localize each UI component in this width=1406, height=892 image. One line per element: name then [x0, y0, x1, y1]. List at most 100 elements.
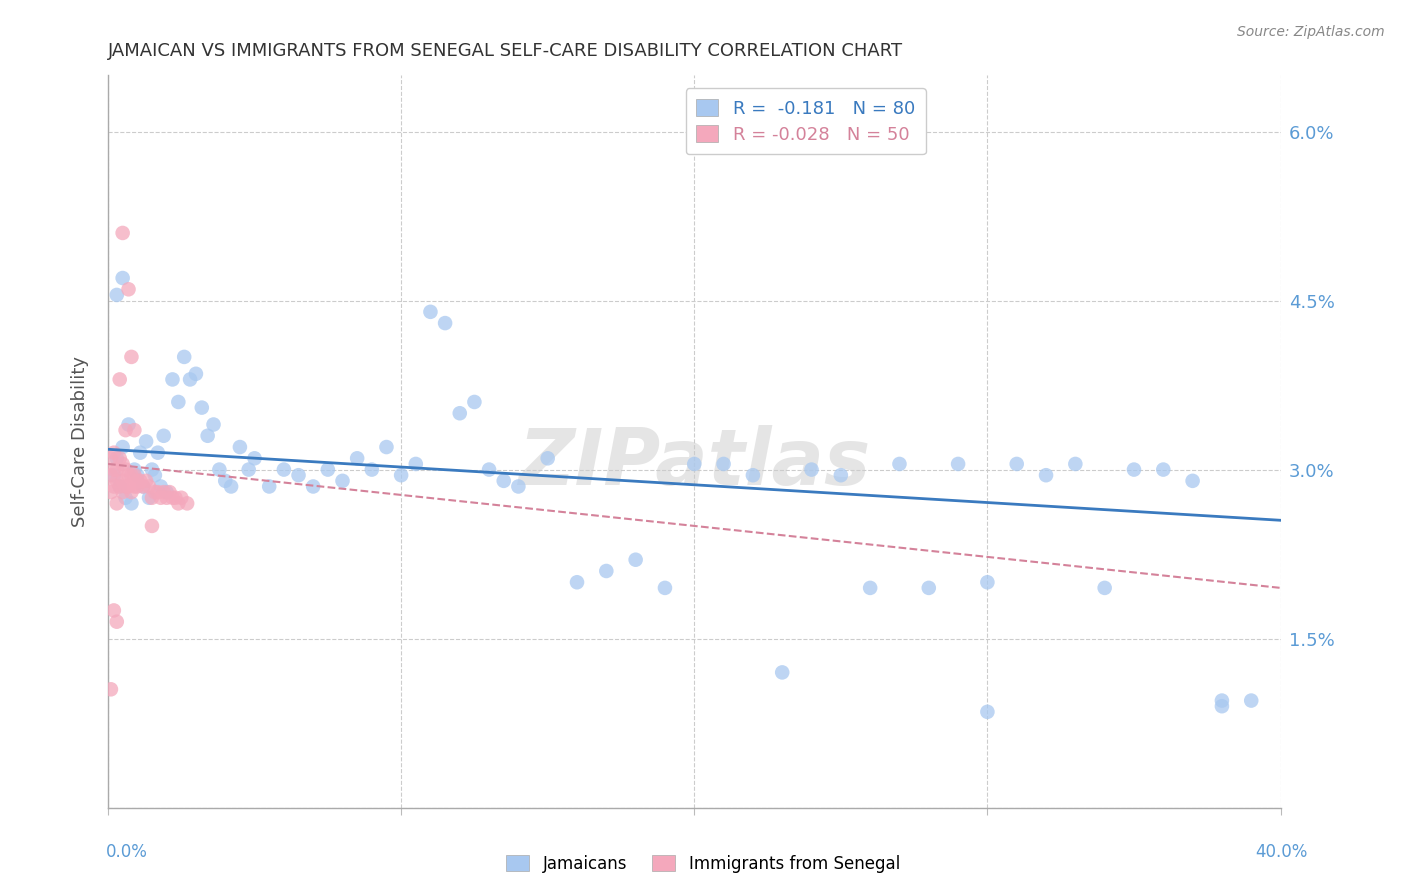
Point: [741, 468, 763, 483]
Point: [214, 474, 236, 488]
Point: [419, 305, 441, 319]
Point: [127, 479, 149, 493]
Point: [273, 462, 295, 476]
Point: [117, 468, 139, 483]
Point: [141, 462, 163, 476]
Point: [302, 479, 325, 493]
Point: [165, 491, 187, 505]
Point: [111, 226, 134, 240]
Point: [770, 665, 793, 680]
Point: [129, 445, 152, 459]
Point: [229, 440, 252, 454]
Point: [463, 395, 485, 409]
Point: [135, 474, 157, 488]
Point: [103, 479, 125, 493]
Point: [105, 451, 128, 466]
Point: [114, 479, 136, 493]
Point: [117, 282, 139, 296]
Point: [162, 372, 184, 386]
Point: [103, 468, 125, 483]
Point: [946, 457, 969, 471]
Point: [859, 581, 882, 595]
Point: [1064, 457, 1087, 471]
Point: [120, 350, 142, 364]
Point: [191, 401, 214, 415]
Point: [127, 474, 149, 488]
Point: [105, 615, 128, 629]
Point: [360, 462, 382, 476]
Point: [120, 496, 142, 510]
Point: [105, 496, 128, 510]
Point: [129, 474, 152, 488]
Point: [478, 462, 501, 476]
Point: [117, 479, 139, 493]
Point: [120, 468, 142, 483]
Point: [100, 451, 122, 466]
Point: [976, 575, 998, 590]
Point: [141, 519, 163, 533]
Point: [117, 417, 139, 432]
Point: [208, 462, 231, 476]
Point: [167, 496, 190, 510]
Point: [103, 603, 125, 617]
Text: 40.0%: 40.0%: [1256, 843, 1308, 861]
Point: [105, 288, 128, 302]
Point: [316, 462, 339, 476]
Point: [114, 491, 136, 505]
Point: [346, 451, 368, 466]
Point: [375, 440, 398, 454]
Point: [114, 423, 136, 437]
Point: [149, 491, 172, 505]
Point: [595, 564, 617, 578]
Point: [108, 372, 131, 386]
Point: [238, 462, 260, 476]
Point: [565, 575, 588, 590]
Point: [713, 457, 735, 471]
Point: [108, 479, 131, 493]
Text: JAMAICAN VS IMMIGRANTS FROM SENEGAL SELF-CARE DISABILITY CORRELATION CHART: JAMAICAN VS IMMIGRANTS FROM SENEGAL SELF…: [108, 42, 903, 60]
Point: [138, 479, 160, 493]
Point: [138, 491, 160, 505]
Point: [135, 434, 157, 449]
Point: [120, 485, 142, 500]
Point: [332, 474, 354, 488]
Point: [105, 474, 128, 488]
Point: [434, 316, 457, 330]
Point: [1123, 462, 1146, 476]
Legend: Jamaicans, Immigrants from Senegal: Jamaicans, Immigrants from Senegal: [499, 848, 907, 880]
Point: [111, 271, 134, 285]
Point: [405, 457, 427, 471]
Point: [124, 479, 146, 493]
Point: [1005, 457, 1028, 471]
Point: [170, 491, 193, 505]
Point: [114, 462, 136, 476]
Text: 0.0%: 0.0%: [105, 843, 148, 861]
Point: [105, 462, 128, 476]
Point: [202, 417, 225, 432]
Point: [1211, 693, 1233, 707]
Point: [492, 474, 515, 488]
Point: [654, 581, 676, 595]
Point: [389, 468, 412, 483]
Point: [243, 451, 266, 466]
Point: [179, 372, 201, 386]
Point: [146, 445, 169, 459]
Point: [1094, 581, 1116, 595]
Point: [132, 479, 155, 493]
Point: [124, 423, 146, 437]
Point: [149, 479, 172, 493]
Point: [127, 468, 149, 483]
Y-axis label: Self-Care Disability: Self-Care Disability: [72, 356, 89, 527]
Point: [167, 395, 190, 409]
Point: [918, 581, 941, 595]
Point: [111, 440, 134, 454]
Point: [156, 485, 179, 500]
Point: [100, 682, 122, 697]
Text: Source: ZipAtlas.com: Source: ZipAtlas.com: [1237, 25, 1385, 39]
Point: [830, 468, 852, 483]
Point: [156, 491, 179, 505]
Point: [1240, 693, 1263, 707]
Point: [152, 485, 174, 500]
Point: [124, 462, 146, 476]
Legend: R =  -0.181   N = 80, R = -0.028   N = 50: R = -0.181 N = 80, R = -0.028 N = 50: [686, 88, 925, 154]
